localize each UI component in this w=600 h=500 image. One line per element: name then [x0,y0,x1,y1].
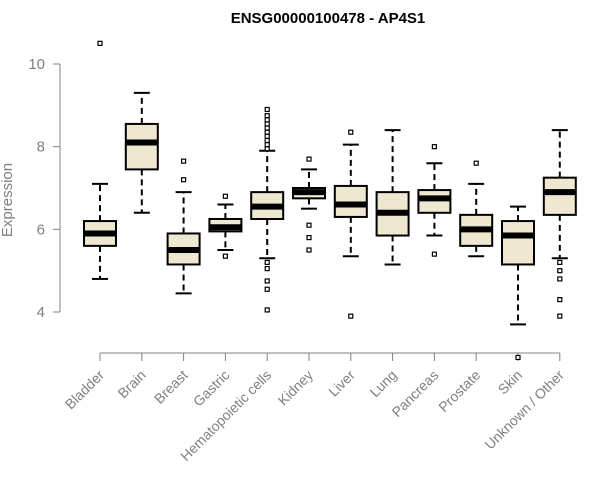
box-iqr [417,189,452,214]
outlier-point [264,278,270,284]
y-tick-label: 4 [37,304,45,321]
x-tick-label: Bladder [62,367,108,413]
outlier-point [557,268,563,274]
outlier-point [181,158,187,164]
box-iqr [542,176,577,216]
box-iqr [124,122,159,171]
x-tick-label: Liver [325,367,358,400]
outlier-point [348,313,354,319]
outlier-point [348,129,354,135]
y-axis-label: Expression [0,163,16,237]
outlier-point [557,276,563,282]
box-hematopoietic-cells [250,106,285,313]
outlier-point [264,125,270,131]
box-gastric [208,193,243,259]
y-tick-label: 6 [37,221,45,238]
box-iqr [333,184,368,218]
outlier-point [557,259,563,265]
x-tick-label: Lung [366,367,399,400]
outlier-point [97,40,103,46]
box-iqr [501,220,535,266]
box-breast [166,158,201,295]
outlier-point [264,121,270,127]
outlier-point [473,160,479,166]
outlier-point [264,146,270,152]
outlier-point [181,177,187,183]
outlier-point [222,253,228,259]
outlier-point [431,144,437,150]
box-kidney [292,156,326,253]
box-skin [501,205,535,361]
outlier-point [264,266,270,272]
chart-title: ENSG00000100478 - AP4S1 [231,10,426,27]
outlier-point [264,117,270,123]
outlier-point [264,286,270,292]
outlier-point [264,142,270,148]
box-pancreas [417,144,452,257]
outlier-point [264,129,270,135]
x-tick-label: Unknown / Other [481,367,567,453]
box-liver [333,129,368,319]
box-series [83,40,577,361]
outlier-point [264,133,270,139]
outlier-point [515,354,521,361]
outlier-point [306,235,312,241]
y-axis: 4 6 8 10 [28,56,61,321]
outlier-point [264,307,270,313]
x-tick-label: Kidney [275,367,317,409]
outlier-point [557,297,563,303]
y-tick-label: 8 [37,139,45,156]
outlier-point [264,113,270,119]
x-tick-label: Brain [114,367,148,401]
box-unknown-other [542,129,577,319]
x-tick-label: Prostate [435,367,483,415]
box-lung [375,129,410,266]
box-prostate [459,160,494,258]
outlier-point [264,137,270,144]
outlier-point [264,106,270,113]
outlier-point [306,247,312,253]
outlier-point [264,259,270,265]
x-tick-label: Breast [151,367,191,407]
box-bladder [83,40,117,280]
outlier-point [222,193,228,199]
outlier-point [306,156,312,162]
outlier-point [557,313,563,319]
box-brain [124,91,159,214]
outlier-point [431,251,437,257]
outlier-point [306,222,312,228]
y-tick-label: 10 [28,56,45,73]
x-tick-label: Skin [495,367,526,398]
